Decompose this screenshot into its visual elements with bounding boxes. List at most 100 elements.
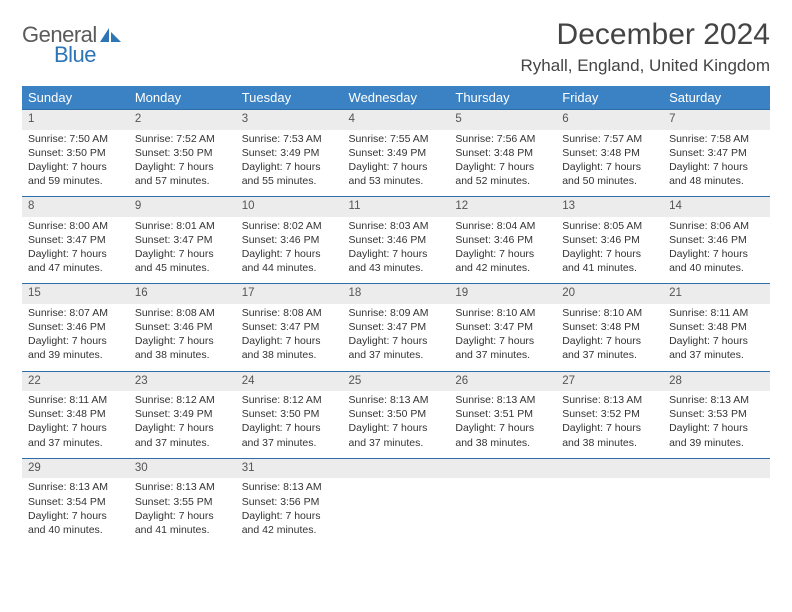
day-cell-body: Sunrise: 8:12 AMSunset: 3:49 PMDaylight:… (129, 391, 236, 458)
day-cell: Sunrise: 8:08 AMSunset: 3:46 PMDaylight:… (129, 304, 236, 371)
day-number-cell: 15 (22, 284, 129, 304)
day-number-cell: 20 (556, 284, 663, 304)
day-cell: Sunrise: 8:06 AMSunset: 3:46 PMDaylight:… (663, 217, 770, 284)
weekday-tuesday: Tuesday (236, 86, 343, 110)
day-number-cell: 26 (449, 371, 556, 391)
sunrise-line: Sunrise: 7:58 AM (669, 132, 764, 146)
day-number-cell (663, 458, 770, 478)
sunset-line: Sunset: 3:47 PM (669, 146, 764, 160)
daylight-line: Daylight: 7 hours and 38 minutes. (455, 421, 550, 449)
day-cell: Sunrise: 8:13 AMSunset: 3:54 PMDaylight:… (22, 478, 129, 545)
daylight-line: Daylight: 7 hours and 48 minutes. (669, 160, 764, 188)
sunset-line: Sunset: 3:46 PM (349, 233, 444, 247)
day-cell: Sunrise: 8:02 AMSunset: 3:46 PMDaylight:… (236, 217, 343, 284)
day-cell-body: Sunrise: 7:50 AMSunset: 3:50 PMDaylight:… (22, 130, 129, 197)
day-number-row: 891011121314 (22, 197, 770, 217)
calendar-table: Sunday Monday Tuesday Wednesday Thursday… (22, 86, 770, 545)
sunset-line: Sunset: 3:48 PM (562, 320, 657, 334)
day-body-row: Sunrise: 8:13 AMSunset: 3:54 PMDaylight:… (22, 478, 770, 545)
day-cell: Sunrise: 7:58 AMSunset: 3:47 PMDaylight:… (663, 130, 770, 197)
sunrise-line: Sunrise: 8:08 AM (135, 306, 230, 320)
day-number-cell: 14 (663, 197, 770, 217)
sunrise-line: Sunrise: 8:11 AM (669, 306, 764, 320)
day-number-row: 1234567 (22, 110, 770, 130)
sunrise-line: Sunrise: 8:11 AM (28, 393, 123, 407)
day-number-cell: 18 (343, 284, 450, 304)
sunrise-line: Sunrise: 8:12 AM (242, 393, 337, 407)
daylight-line: Daylight: 7 hours and 43 minutes. (349, 247, 444, 275)
day-cell-body: Sunrise: 7:56 AMSunset: 3:48 PMDaylight:… (449, 130, 556, 197)
day-cell: Sunrise: 8:12 AMSunset: 3:50 PMDaylight:… (236, 391, 343, 458)
day-cell-body: Sunrise: 8:02 AMSunset: 3:46 PMDaylight:… (236, 217, 343, 284)
weekday-thursday: Thursday (449, 86, 556, 110)
day-number-cell: 1 (22, 110, 129, 130)
day-cell: Sunrise: 8:00 AMSunset: 3:47 PMDaylight:… (22, 217, 129, 284)
day-number: 4 (343, 110, 450, 130)
day-number: 23 (129, 372, 236, 392)
sunset-line: Sunset: 3:47 PM (242, 320, 337, 334)
sunset-line: Sunset: 3:46 PM (455, 233, 550, 247)
day-number: 18 (343, 284, 450, 304)
day-number: 21 (663, 284, 770, 304)
weekday-monday: Monday (129, 86, 236, 110)
sunrise-line: Sunrise: 7:56 AM (455, 132, 550, 146)
day-number-row: 22232425262728 (22, 371, 770, 391)
sunset-line: Sunset: 3:50 PM (242, 407, 337, 421)
day-number-cell: 10 (236, 197, 343, 217)
daylight-line: Daylight: 7 hours and 37 minutes. (135, 421, 230, 449)
day-number: 28 (663, 372, 770, 392)
day-number-cell: 29 (22, 458, 129, 478)
daylight-line: Daylight: 7 hours and 41 minutes. (562, 247, 657, 275)
sunrise-line: Sunrise: 7:50 AM (28, 132, 123, 146)
day-cell-body (556, 478, 663, 540)
day-number: 15 (22, 284, 129, 304)
day-cell-body: Sunrise: 8:13 AMSunset: 3:52 PMDaylight:… (556, 391, 663, 458)
day-number-cell: 6 (556, 110, 663, 130)
day-cell-body (663, 478, 770, 540)
day-cell: Sunrise: 8:13 AMSunset: 3:56 PMDaylight:… (236, 478, 343, 545)
sunset-line: Sunset: 3:48 PM (669, 320, 764, 334)
day-cell: Sunrise: 8:01 AMSunset: 3:47 PMDaylight:… (129, 217, 236, 284)
day-cell: Sunrise: 8:11 AMSunset: 3:48 PMDaylight:… (663, 304, 770, 371)
daylight-line: Daylight: 7 hours and 55 minutes. (242, 160, 337, 188)
day-cell: Sunrise: 8:10 AMSunset: 3:47 PMDaylight:… (449, 304, 556, 371)
daylight-line: Daylight: 7 hours and 37 minutes. (242, 421, 337, 449)
sunset-line: Sunset: 3:48 PM (28, 407, 123, 421)
sunset-line: Sunset: 3:48 PM (562, 146, 657, 160)
daylight-line: Daylight: 7 hours and 52 minutes. (455, 160, 550, 188)
day-number: 30 (129, 459, 236, 479)
day-number-cell: 19 (449, 284, 556, 304)
daylight-line: Daylight: 7 hours and 39 minutes. (28, 334, 123, 362)
day-cell-body: Sunrise: 8:10 AMSunset: 3:47 PMDaylight:… (449, 304, 556, 371)
day-cell-body: Sunrise: 8:06 AMSunset: 3:46 PMDaylight:… (663, 217, 770, 284)
day-cell-body: Sunrise: 8:11 AMSunset: 3:48 PMDaylight:… (663, 304, 770, 371)
day-number: 3 (236, 110, 343, 130)
day-cell (343, 478, 450, 545)
daylight-line: Daylight: 7 hours and 38 minutes. (135, 334, 230, 362)
day-cell-body: Sunrise: 8:05 AMSunset: 3:46 PMDaylight:… (556, 217, 663, 284)
day-number: 1 (22, 110, 129, 130)
daylight-line: Daylight: 7 hours and 53 minutes. (349, 160, 444, 188)
day-cell: Sunrise: 8:07 AMSunset: 3:46 PMDaylight:… (22, 304, 129, 371)
day-number-cell: 4 (343, 110, 450, 130)
day-number-cell: 27 (556, 371, 663, 391)
day-cell: Sunrise: 8:04 AMSunset: 3:46 PMDaylight:… (449, 217, 556, 284)
daylight-line: Daylight: 7 hours and 40 minutes. (669, 247, 764, 275)
sunset-line: Sunset: 3:56 PM (242, 495, 337, 509)
weekday-wednesday: Wednesday (343, 86, 450, 110)
day-number: 10 (236, 197, 343, 217)
sunrise-line: Sunrise: 8:01 AM (135, 219, 230, 233)
day-body-row: Sunrise: 8:07 AMSunset: 3:46 PMDaylight:… (22, 304, 770, 371)
day-cell-body (449, 478, 556, 540)
sunset-line: Sunset: 3:53 PM (669, 407, 764, 421)
day-cell-body: Sunrise: 7:52 AMSunset: 3:50 PMDaylight:… (129, 130, 236, 197)
day-cell: Sunrise: 8:13 AMSunset: 3:50 PMDaylight:… (343, 391, 450, 458)
daylight-line: Daylight: 7 hours and 45 minutes. (135, 247, 230, 275)
day-number-cell (556, 458, 663, 478)
weekday-sunday: Sunday (22, 86, 129, 110)
header: General Blue December 2024 Ryhall, Engla… (22, 18, 770, 76)
daylight-line: Daylight: 7 hours and 42 minutes. (242, 509, 337, 537)
sunset-line: Sunset: 3:51 PM (455, 407, 550, 421)
day-cell-body (343, 478, 450, 540)
logo-text-blue: Blue (54, 42, 96, 68)
